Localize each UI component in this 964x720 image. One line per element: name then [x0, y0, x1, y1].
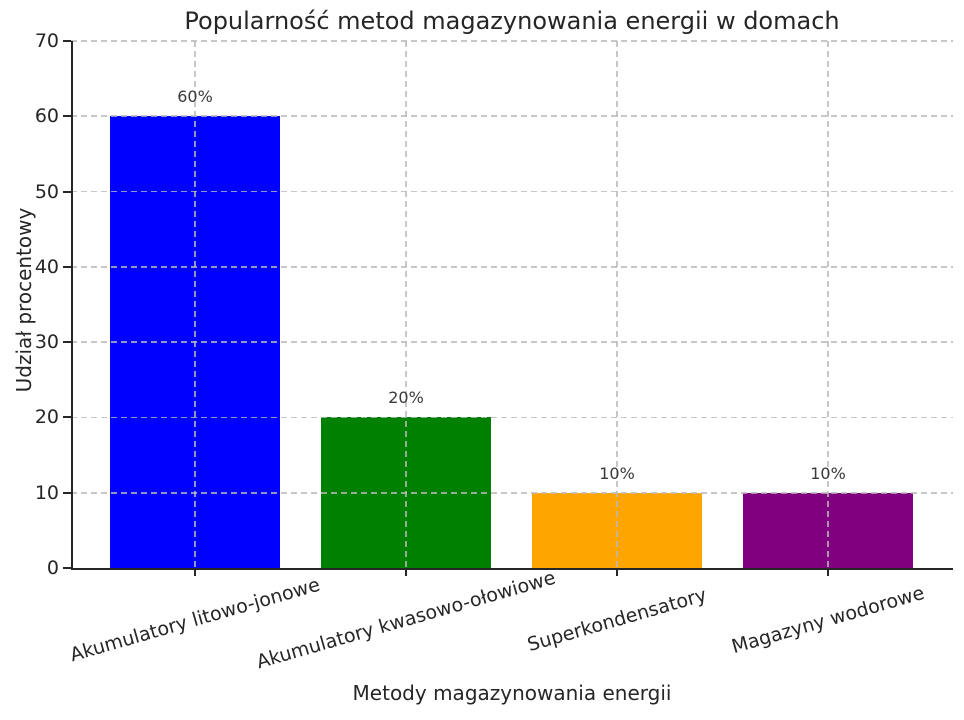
- h-gridline: [71, 40, 953, 42]
- y-tick-mark: [63, 567, 71, 569]
- bar-value-label: 10%: [810, 463, 846, 483]
- y-tick-label: 0: [46, 557, 59, 579]
- y-tick-mark: [63, 341, 71, 344]
- h-gridline: [71, 341, 953, 343]
- h-gridline: [71, 416, 953, 419]
- v-gridline: [827, 41, 829, 568]
- chart-title: Popularność metod magazynowania energii …: [184, 7, 840, 35]
- y-tick-label: 60: [34, 105, 59, 128]
- bar-value-label: 20%: [388, 388, 424, 408]
- x-tick-mark: [616, 570, 618, 576]
- x-tick-label-text: Superkondensatory: [524, 583, 710, 657]
- x-tick-mark: [827, 570, 829, 576]
- y-tick-label: 10: [34, 481, 59, 504]
- y-tick-mark: [63, 416, 71, 419]
- y-tick-mark: [63, 190, 71, 193]
- y-axis-label: Udział procentowy: [12, 207, 36, 393]
- h-gridline: [71, 491, 953, 494]
- y-tick-mark: [63, 491, 71, 494]
- y-axis-spine: [71, 41, 73, 568]
- y-tick-label: 70: [34, 30, 59, 52]
- y-tick-label: 20: [34, 406, 59, 429]
- y-tick-mark: [63, 265, 71, 268]
- h-gridline: [71, 115, 953, 118]
- bar-value-label: 60%: [177, 87, 213, 107]
- x-tick-mark: [194, 570, 196, 576]
- plot-area: 0 10 20 30 40 50 60 70 Akumulatory litowo-jonowe…: [35, 30, 953, 673]
- v-gridline: [405, 41, 407, 568]
- y-tick-mark: [63, 40, 71, 42]
- v-gridline: [194, 41, 196, 568]
- y-tick-label: 50: [34, 180, 59, 203]
- x-axis-label: Metody magazynowania energii: [352, 681, 672, 705]
- y-tick-mark: [63, 115, 71, 118]
- h-gridline: [71, 190, 953, 193]
- x-tick-label-text: Magazyny wodorowe: [729, 581, 927, 659]
- y-tick-label: 30: [34, 331, 59, 354]
- bar-value-label: 10%: [599, 463, 635, 483]
- y-tick-label: 40: [34, 255, 59, 278]
- x-axis-spine: [71, 568, 953, 570]
- v-gridline: [616, 41, 618, 568]
- x-tick-mark: [405, 570, 407, 576]
- h-gridline: [71, 266, 953, 268]
